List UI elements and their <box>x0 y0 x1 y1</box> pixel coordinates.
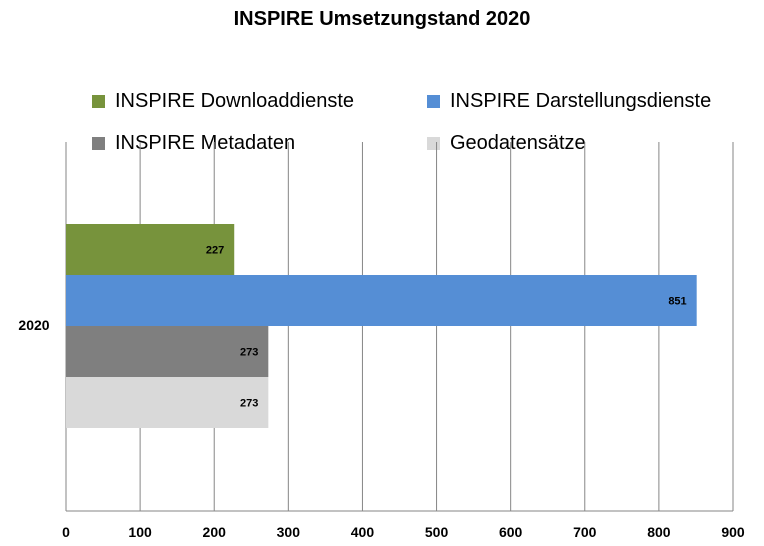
legend-item-darstellungsdienste: INSPIRE Darstellungsdienste <box>427 88 711 114</box>
data-label-2: 851 <box>668 296 686 308</box>
bar-4 <box>66 377 269 428</box>
x-tick-label-600: 600 <box>499 524 523 540</box>
x-tick-label-100: 100 <box>128 524 152 540</box>
legend-swatch-metadaten <box>92 136 105 150</box>
legend-label-metadaten: INSPIRE Metadaten <box>115 131 296 154</box>
chart-title: INSPIRE Umsetzungstand 2020 <box>233 8 531 30</box>
y-category-label: 2020 <box>18 317 49 333</box>
x-tick-label-800: 800 <box>647 524 671 540</box>
legend-item-downloaddienste: INSPIRE Downloaddienste <box>92 88 354 114</box>
x-tick-label-200: 200 <box>203 524 227 540</box>
legend-item-metadaten: INSPIRE Metadaten <box>92 130 295 156</box>
legend-swatch-downloaddienste <box>92 94 105 108</box>
x-tick-label-300: 300 <box>277 524 301 540</box>
data-label-4: 273 <box>240 398 258 410</box>
data-label-1: 227 <box>206 245 224 257</box>
x-tick-label-400: 400 <box>351 524 375 540</box>
x-tick-label-500: 500 <box>425 524 449 540</box>
x-tick-label-900: 900 <box>721 524 745 540</box>
x-tick-label-0: 0 <box>62 524 70 540</box>
bar-3 <box>66 326 269 377</box>
bar-2 <box>66 275 697 326</box>
legend-swatch-darstellungsdienste <box>427 94 440 108</box>
x-tick-label-700: 700 <box>573 524 597 540</box>
legend-label-geodatensaetze: Geodatensätze <box>450 131 586 154</box>
legend-label-downloaddienste: INSPIRE Downloaddienste <box>115 89 355 112</box>
legend-label-darstellungsdienste: INSPIRE Darstellungsdienste <box>450 89 712 112</box>
data-label-3: 273 <box>240 347 258 359</box>
bar-1 <box>66 224 235 275</box>
